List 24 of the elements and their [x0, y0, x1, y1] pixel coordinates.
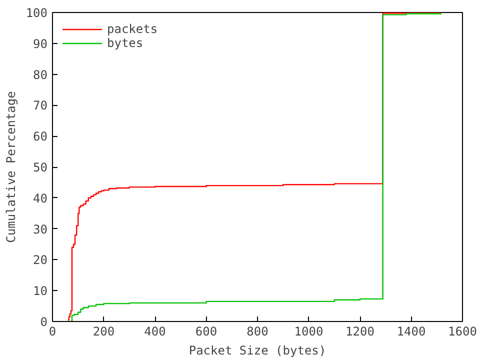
y-tick-label: 70	[33, 98, 48, 113]
x-tick-label: 400	[144, 324, 166, 338]
y-tick-label: 100	[26, 6, 48, 20]
x-tick-label: 1000	[294, 324, 324, 338]
y-tick-label: 90	[33, 36, 48, 51]
y-tick-label: 20	[33, 253, 48, 268]
x-tick-label: 200	[92, 324, 115, 338]
legend-label: bytes	[107, 36, 144, 50]
y-tick-label: 40	[33, 191, 48, 206]
x-tick-label: 800	[246, 324, 268, 338]
x-tick-label: 0	[48, 324, 56, 338]
y-tick-label: 60	[33, 130, 48, 144]
x-tick-label: 1600	[448, 324, 477, 338]
y-axis-title: Cumulative Percentage	[4, 91, 18, 243]
legend-label: packets	[107, 22, 158, 36]
y-tick-label: 80	[33, 68, 48, 82]
y-tick-label: 30	[33, 222, 48, 236]
y-tick-label: 0	[40, 315, 48, 329]
y-tick-label: 10	[33, 284, 48, 298]
x-tick-label: 1200	[346, 324, 374, 338]
x-axis-title: Packet Size (bytes)	[188, 344, 326, 358]
x-tick-label: 600	[195, 324, 218, 338]
x-tick-label: 1400	[396, 324, 426, 338]
y-tick-label: 50	[33, 160, 48, 174]
